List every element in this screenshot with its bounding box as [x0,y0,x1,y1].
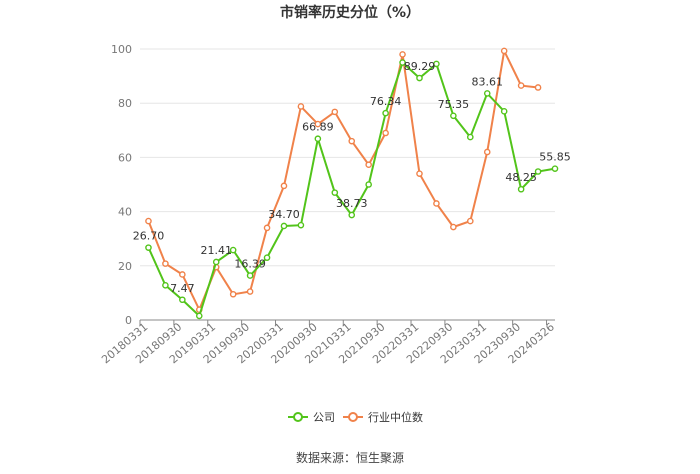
data-point[interactable] [348,211,356,219]
data-point[interactable] [500,47,508,55]
data-point[interactable] [416,74,423,82]
data-point[interactable] [534,84,542,91]
data-point[interactable] [145,244,152,251]
data-point[interactable] [399,51,406,58]
grid [140,48,555,321]
data-point[interactable] [450,112,457,120]
data-point[interactable] [517,185,525,193]
data-point[interactable] [314,120,322,128]
data-point[interactable] [263,224,271,232]
y-tick-label: 20 [118,260,132,273]
data-point[interactable] [399,59,406,66]
legend-marker [348,412,358,422]
data-point[interactable] [229,290,237,298]
data-point[interactable] [162,260,169,267]
data-point[interactable] [246,288,254,295]
data-point[interactable] [179,296,186,304]
data-point[interactable] [534,168,542,175]
data-point[interactable] [500,108,508,115]
data-point[interactable] [433,60,440,68]
data-point[interactable] [517,82,525,89]
data-label: 26.70 [133,230,165,243]
legend-label[interactable]: 行业中位数 [368,410,423,424]
data-label: 34.70 [268,208,300,221]
y-tick-label: 60 [118,151,132,164]
series-line [147,60,556,318]
data-point[interactable] [483,148,491,156]
data-point[interactable] [179,271,186,278]
data-point[interactable] [195,312,203,320]
data-point[interactable] [263,254,271,261]
data-point[interactable] [382,109,389,117]
data-point[interactable] [365,181,372,188]
data-point[interactable] [467,217,474,225]
data-point[interactable] [483,90,491,97]
data-label: 38.73 [336,197,368,210]
chart-title: 市销率历史分位（%） [280,4,420,21]
source-note: 数据来源：恒生聚源 [296,450,404,465]
data-point[interactable] [331,189,339,196]
data-point[interactable] [331,108,339,116]
data-point[interactable] [348,137,356,145]
data-label: 89.29 [404,60,436,73]
data-label: 83.61 [471,75,503,88]
x-axis: 2018033120180930201903312019093020200331… [99,319,557,366]
y-axis: 0 20 40 60 80 100 [111,43,132,327]
data-point[interactable] [145,217,152,225]
data-point[interactable] [212,258,220,266]
y-tick-label: 0 [125,314,132,327]
data-label: 75.35 [438,98,470,111]
data-point[interactable] [297,103,305,110]
data-label: 76.34 [370,95,402,108]
data-point[interactable] [416,170,423,177]
data-point[interactable] [551,165,559,172]
data-point[interactable] [246,272,254,279]
data-point[interactable] [314,135,322,143]
y-tick-label: 100 [111,43,132,56]
data-point[interactable] [365,161,372,169]
y-tick-label: 40 [118,206,132,219]
data-point[interactable] [467,133,474,141]
data-point[interactable] [297,221,305,229]
data-label: 16.39 [234,258,266,271]
data-point[interactable] [382,129,389,137]
data-label: 21.41 [200,244,232,257]
data-point[interactable] [162,282,169,289]
legend-label[interactable]: 公司 [313,411,335,424]
series-line [147,47,539,313]
legend: 公司 行业中位数 [288,410,423,424]
data-label: 48.25 [505,171,537,184]
data-point[interactable] [229,246,237,254]
data-label: 66.89 [302,121,334,134]
data-point[interactable] [433,200,440,207]
data-point[interactable] [280,222,288,230]
y-tick-label: 80 [118,97,132,110]
data-label: 7.47 [170,282,195,295]
legend-marker [293,412,303,422]
data-point[interactable] [450,223,457,231]
data-label: 55.85 [539,151,571,164]
data-point[interactable] [280,182,288,190]
